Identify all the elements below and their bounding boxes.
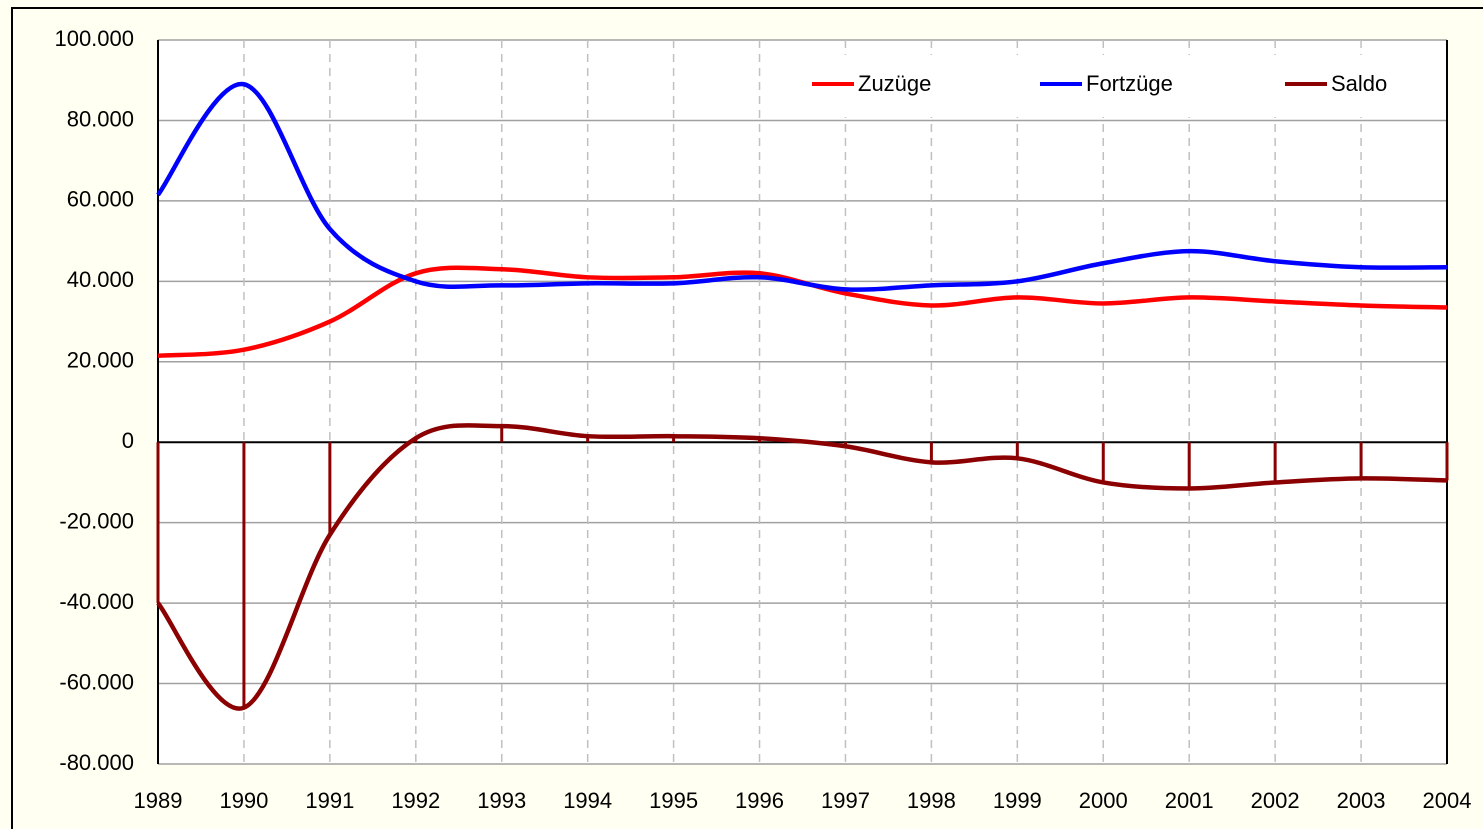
x-tick-label: 1999 — [993, 788, 1042, 813]
x-tick-label: 2003 — [1337, 788, 1386, 813]
y-tick-label: 0 — [122, 428, 134, 453]
x-tick-label: 1990 — [219, 788, 268, 813]
y-tick-label: 80.000 — [67, 106, 134, 131]
x-tick-label: 1996 — [735, 788, 784, 813]
series-line — [156, 81, 1448, 292]
y-tick-label: 20.000 — [67, 348, 134, 373]
series-line — [156, 423, 1448, 711]
x-tick-label: 1991 — [305, 788, 354, 813]
y-tick-label: -40.000 — [59, 589, 134, 614]
y-tick-label: -60.000 — [59, 669, 134, 694]
legend-label: Zuzüge — [858, 71, 931, 96]
x-tick-label: 2000 — [1079, 788, 1128, 813]
x-tick-label: 2001 — [1165, 788, 1214, 813]
x-tick-label: 1998 — [907, 788, 956, 813]
legend-label: Fortzüge — [1086, 71, 1173, 96]
y-tick-label: 100.000 — [54, 26, 134, 51]
x-tick-label: 1995 — [649, 788, 698, 813]
y-tick-label: 40.000 — [67, 267, 134, 292]
x-tick-label: 1993 — [477, 788, 526, 813]
x-tick-label: 2004 — [1423, 788, 1472, 813]
x-tick-label: 1997 — [821, 788, 870, 813]
y-tick-label: 60.000 — [67, 187, 134, 212]
grid: -80.000 -60.000 -40.000 -20.000 0 20.000 40.00… — [54, 26, 1471, 813]
x-tick-label: 1992 — [391, 788, 440, 813]
x-tick-label: 2002 — [1251, 788, 1300, 813]
marks — [156, 81, 1449, 711]
legend: Zuzüge Fortzüge Saldo — [772, 55, 1432, 117]
plot-area — [158, 40, 1447, 764]
x-tick-label: 1989 — [134, 788, 183, 813]
y-tick-label: -20.000 — [59, 508, 134, 533]
legend-label: Saldo — [1331, 71, 1387, 96]
x-tick-label: 1994 — [563, 788, 612, 813]
y-tick-label: -80.000 — [59, 750, 134, 775]
